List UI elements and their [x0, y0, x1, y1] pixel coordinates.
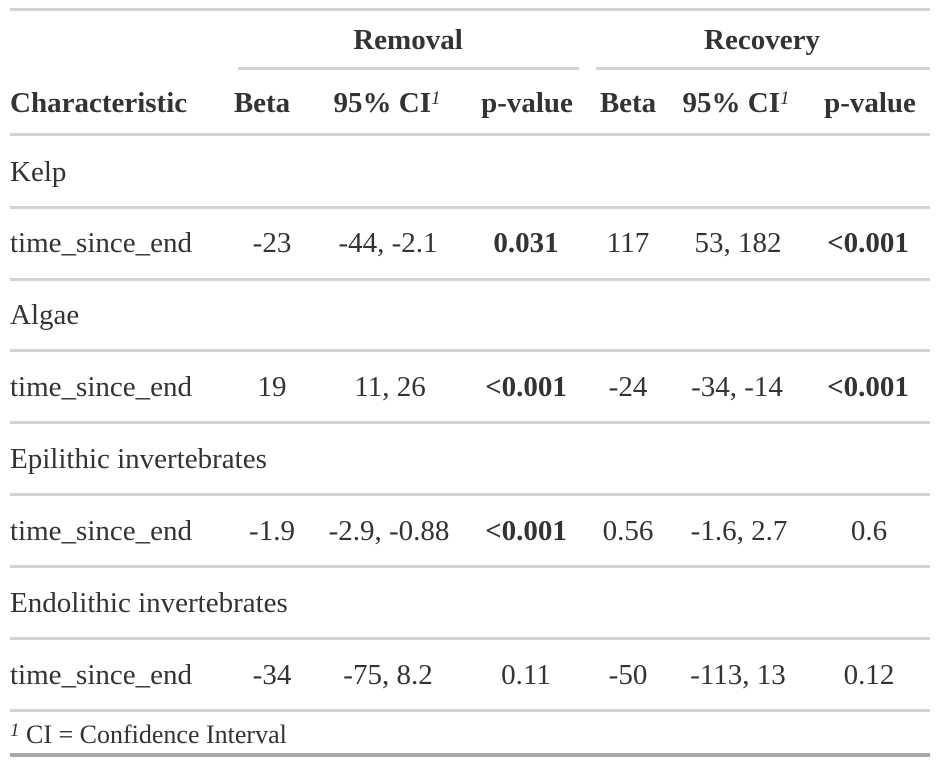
table-footnote: 1 CI = Confidence Interval	[10, 720, 287, 750]
row-rule	[10, 206, 930, 209]
row-rule	[10, 493, 930, 496]
regression-table: Removal Recovery Characteristic Beta 95%…	[10, 0, 930, 766]
group-label: Algae	[10, 299, 80, 331]
row-characteristic: time_since_end	[10, 371, 193, 403]
row-rule	[10, 637, 930, 640]
cell-recovery-pvalue: 0.6	[850, 515, 888, 547]
cell-removal-pvalue: 0.031	[493, 227, 559, 259]
footnote-marker: 1	[779, 88, 790, 109]
spanner-removal: Removal	[353, 24, 463, 56]
row-rule	[10, 565, 930, 568]
header-removal-pvalue: p-value	[481, 87, 573, 119]
group-label: Kelp	[10, 156, 67, 188]
row-rule	[10, 349, 930, 352]
header-removal-ci: 95% CI1	[333, 87, 441, 119]
group-label: Epilithic invertebrates	[10, 443, 267, 475]
row-characteristic: time_since_end	[10, 515, 193, 547]
header-recovery-ci: 95% CI1	[682, 87, 790, 119]
cell-removal-beta: 19	[257, 371, 287, 403]
cell-recovery-beta: -24	[608, 371, 648, 403]
cell-removal-pvalue: 0.11	[501, 659, 551, 691]
footnote-marker: 1	[10, 720, 20, 741]
row-rule	[10, 278, 930, 281]
spanner-removal-line	[238, 67, 579, 70]
group-label: Endolithic invertebrates	[10, 587, 288, 619]
cell-recovery-pvalue: 0.12	[843, 659, 895, 691]
cell-removal-ci: -75, 8.2	[343, 659, 433, 691]
cell-removal-beta: -1.9	[249, 515, 295, 547]
cell-removal-ci: -44, -2.1	[338, 227, 438, 259]
table-bottom-rule	[10, 753, 930, 757]
header-recovery-pvalue: p-value	[824, 87, 916, 119]
footnote-marker: 1	[430, 88, 441, 109]
spanner-recovery-line	[596, 67, 930, 70]
spanner-recovery: Recovery	[704, 24, 820, 56]
cell-removal-beta: -34	[252, 659, 292, 691]
cell-recovery-ci: -34, -14	[691, 371, 783, 403]
cell-recovery-beta: 0.56	[602, 515, 654, 547]
cell-removal-beta: -23	[252, 227, 292, 259]
cell-recovery-ci: -1.6, 2.7	[690, 515, 788, 547]
cell-recovery-pvalue: <0.001	[827, 371, 909, 403]
top-rule	[10, 8, 930, 11]
header-bottom-rule	[10, 133, 930, 136]
footnote-text: CI = Confidence Interval	[26, 720, 287, 749]
cell-removal-pvalue: <0.001	[485, 515, 567, 547]
cell-removal-ci: 11, 26	[354, 371, 426, 403]
cell-recovery-beta: 117	[606, 227, 650, 259]
header-recovery-beta: Beta	[599, 87, 657, 119]
body-bottom-rule	[10, 709, 930, 712]
row-characteristic: time_since_end	[10, 227, 193, 259]
header-removal-beta: Beta	[233, 87, 291, 119]
row-characteristic: time_since_end	[10, 659, 193, 691]
cell-recovery-ci: -113, 13	[690, 659, 786, 691]
cell-removal-ci: -2.9, -0.88	[328, 515, 450, 547]
header-characteristic: Characteristic	[10, 87, 188, 119]
row-rule	[10, 421, 930, 424]
cell-removal-pvalue: <0.001	[485, 371, 567, 403]
cell-recovery-beta: -50	[608, 659, 648, 691]
cell-recovery-ci: 53, 182	[694, 227, 782, 259]
cell-recovery-pvalue: <0.001	[827, 227, 909, 259]
